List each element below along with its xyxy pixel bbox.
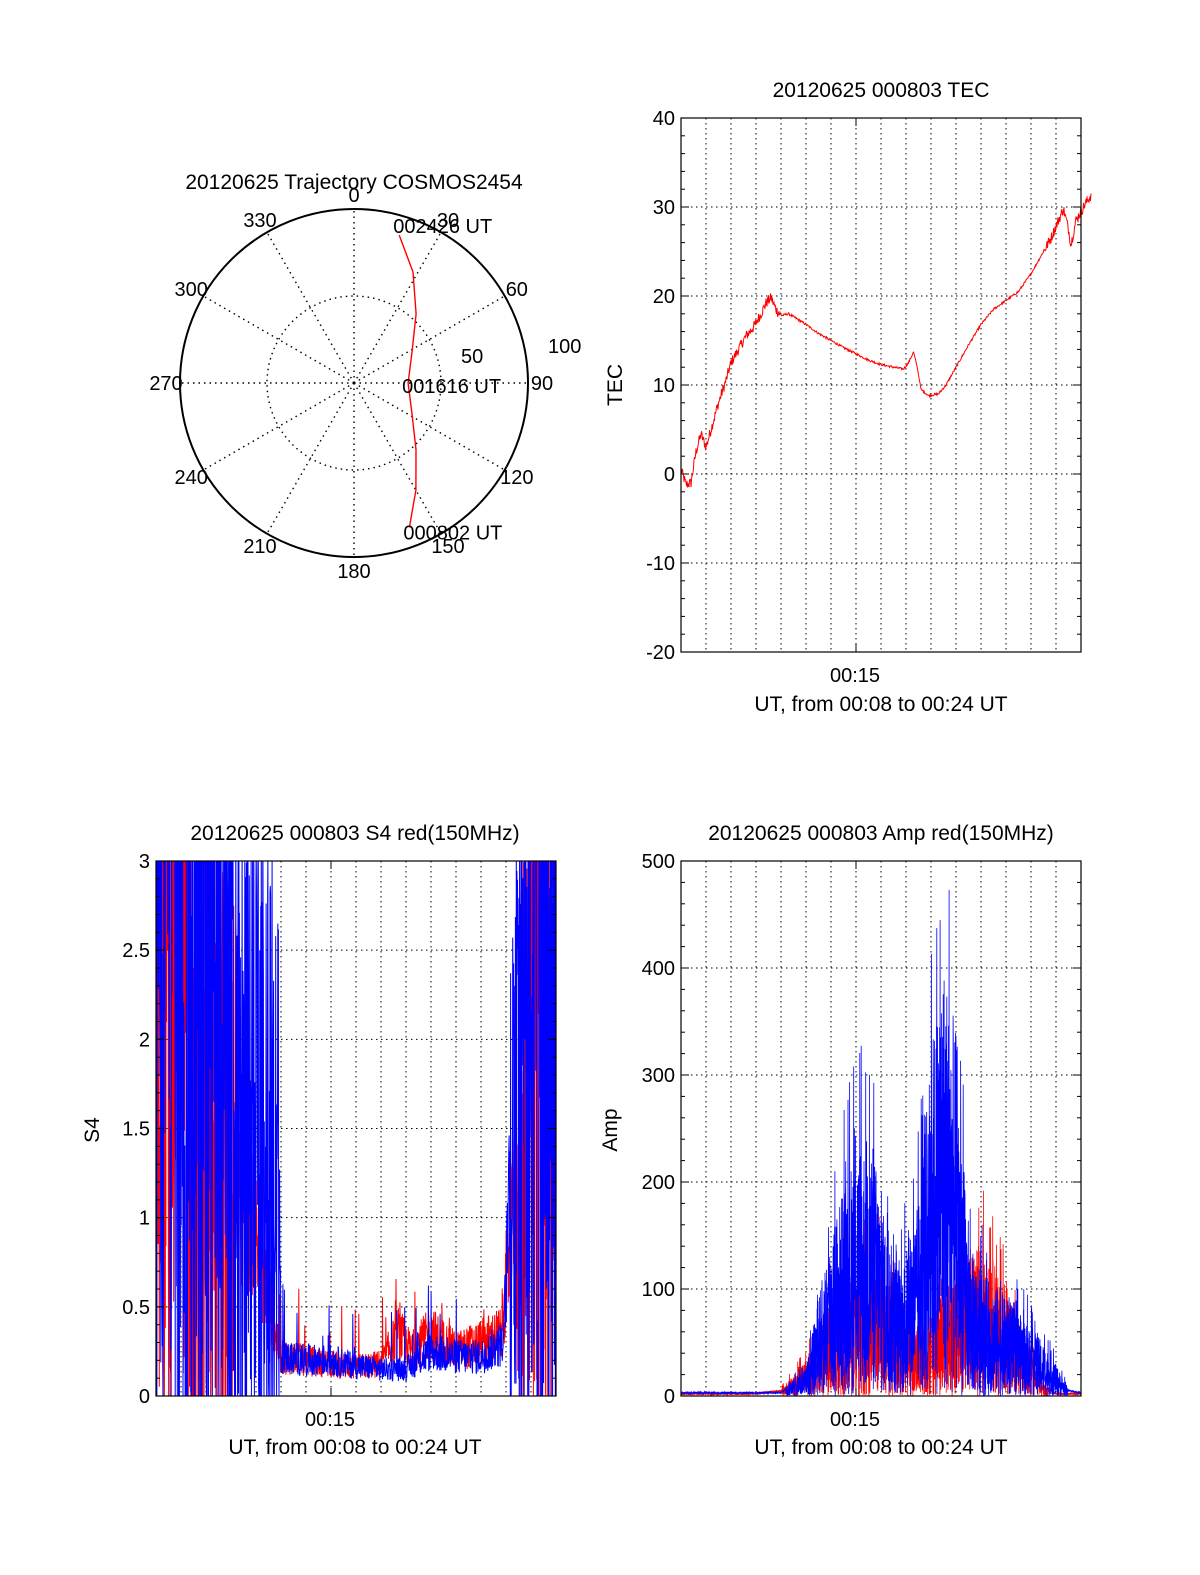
polar-radial-label: 50: [461, 346, 483, 368]
polar-spoke: [353, 231, 442, 384]
polar-title: 20120625 Trajectory COSMOS2454: [185, 171, 523, 194]
polar-spoke: [353, 295, 506, 384]
amp-frame: [680, 860, 1082, 1397]
polar-trajectory-panel: 20120625 Trajectory COSMOS2454 0 30 60 90 12…: [149, 171, 581, 583]
s4-series-group: [156, 861, 556, 1396]
tec-y-tick-label: 0: [664, 464, 675, 486]
amp-y-label: Amp: [599, 1108, 622, 1151]
s4-y-tick-label: 1.5: [122, 1119, 150, 1141]
polar-spoke: [353, 382, 506, 471]
polar-azimuth-label: 240: [174, 467, 207, 489]
s4-y-tick-label: 0: [139, 1386, 150, 1408]
amp-series-group: [681, 889, 1081, 1396]
amp-y-ticks: 0 100 200 300 400 500: [642, 851, 1081, 1408]
s4-y-label: S4: [81, 1117, 104, 1143]
s4-x-tick-label: 00:15: [305, 1409, 355, 1431]
tec-y-tick-label: 40: [653, 108, 675, 130]
polar-spoke: [266, 382, 355, 535]
polar-azimuth-label: 90: [531, 373, 553, 395]
amp-y-tick-label: 200: [642, 1172, 675, 1194]
polar-azimuth-label: 300: [174, 279, 207, 301]
s4-series-blue-line: [156, 861, 556, 1396]
s4-y-tick-label: 1: [139, 1208, 150, 1230]
polar-spoke: [202, 295, 355, 384]
amp-y-tick-label: 500: [642, 851, 675, 873]
polar-azimuth-label: 120: [500, 467, 533, 489]
amp-x-tick-label: 00:15: [830, 1409, 880, 1431]
polar-azimuth-label: 60: [506, 279, 528, 301]
tec-series-line: [680, 193, 1092, 488]
polar-azimuth-label: 150: [431, 536, 464, 558]
s4-panel: 20120625 000803 S4 red(150MHz) S4 00:15 …: [81, 822, 557, 1459]
polar-trajectory: 002426 UT 001616 UT 000802 UT: [393, 216, 502, 544]
polar-azimuth-label: 330: [243, 210, 276, 232]
amp-x-label: UT, from 00:08 to 00:24 UT: [754, 1436, 1007, 1459]
amp-series-red-line: [681, 1190, 1081, 1396]
polar-annotation-label: 001616 UT: [402, 376, 501, 398]
tec-x-tick-label: 00:15: [830, 665, 880, 687]
polar-azimuth-label: 180: [337, 561, 370, 583]
polar-grid: [179, 208, 529, 558]
tec-panel: 20120625 000803 TEC TEC 00:15 UT, from 0…: [604, 79, 1092, 716]
tec-y-tick-label: -10: [646, 553, 675, 575]
amp-series: [681, 889, 1081, 1396]
tec-y-tick-label: 30: [653, 197, 675, 219]
amp-y-tick-label: 0: [664, 1386, 675, 1408]
s4-y-tick-label: 3: [139, 851, 150, 873]
s4-y-tick-label: 2: [139, 1029, 150, 1051]
amp-title: 20120625 000803 Amp red(150MHz): [708, 822, 1054, 845]
polar-spoke: [266, 231, 355, 384]
s4-x-label: UT, from 00:08 to 00:24 UT: [228, 1436, 481, 1459]
tec-grid: [681, 118, 1081, 652]
polar-annotation-label: 000802 UT: [403, 522, 502, 544]
polar-spoke: [202, 382, 355, 471]
polar-radial-label: 100: [548, 336, 581, 358]
tec-y-tick-label: -20: [646, 642, 675, 664]
amp-panel: 20120625 000803 Amp red(150MHz) Amp 00:1…: [599, 822, 1082, 1459]
tec-frame: [680, 117, 1082, 653]
polar-azimuth-label: 0: [348, 185, 359, 207]
s4-y-tick-label: 2.5: [122, 940, 150, 962]
tec-title: 20120625 000803 TEC: [773, 79, 990, 102]
polar-azimuth-label: 30: [437, 210, 459, 232]
polar-outer-circle: [179, 208, 529, 558]
amp-series-blue-line: [681, 889, 1081, 1396]
s4-y-ticks: 0 0.5 1 1.5 2 2.5 3: [122, 851, 556, 1408]
amp-y-tick-label: 100: [642, 1279, 675, 1301]
amp-y-tick-label: 400: [642, 958, 675, 980]
polar-azimuth-label: 210: [243, 536, 276, 558]
polar-annotation-label: 002426 UT: [393, 216, 492, 238]
s4-title: 20120625 000803 S4 red(150MHz): [190, 822, 519, 845]
polar-spoke: [353, 382, 442, 535]
amp-y-tick-label: 300: [642, 1065, 675, 1087]
tec-series: [680, 193, 1092, 488]
tec-x-label: UT, from 00:08 to 00:24 UT: [754, 693, 1007, 716]
polar-trajectory-line: [398, 234, 417, 528]
polar-inner-circle: [266, 295, 442, 471]
s4-series: [156, 861, 556, 1396]
polar-azimuth-label: 270: [149, 373, 182, 395]
tec-y-label: TEC: [604, 364, 627, 406]
s4-frame: [155, 860, 557, 1397]
tec-y-tick-label: 20: [653, 286, 675, 308]
s4-y-tick-label: 0.5: [122, 1297, 150, 1319]
tec-y-tick-label: 10: [653, 375, 675, 397]
tec-y-ticks: -20 -10 0 10 20 30 40: [646, 108, 1081, 664]
polar-labels: 0 30 60 90 120 150 180 210 240 270 300 330 50 100: [149, 185, 581, 583]
